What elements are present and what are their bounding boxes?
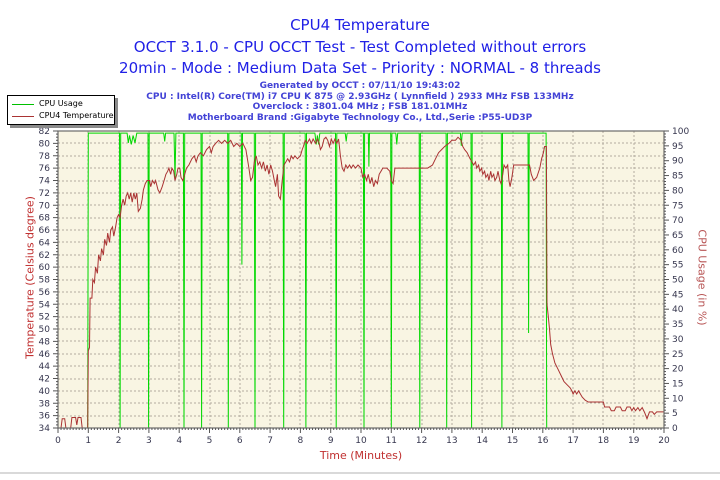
svg-text:17: 17 xyxy=(567,436,578,446)
cpu4-temperature-line-swatch xyxy=(12,115,34,117)
svg-text:56: 56 xyxy=(39,288,51,298)
svg-text:15: 15 xyxy=(507,436,518,446)
svg-text:40: 40 xyxy=(672,305,684,315)
svg-text:70: 70 xyxy=(39,201,51,211)
svg-text:76: 76 xyxy=(39,164,51,174)
cpu-usage-series xyxy=(58,132,664,429)
svg-text:20: 20 xyxy=(672,365,684,375)
svg-text:10: 10 xyxy=(672,394,684,404)
svg-text:72: 72 xyxy=(39,189,50,199)
svg-text:85: 85 xyxy=(672,172,683,182)
svg-text:7: 7 xyxy=(267,436,273,446)
svg-text:58: 58 xyxy=(39,276,51,286)
svg-text:38: 38 xyxy=(39,399,51,409)
svg-text:70: 70 xyxy=(672,216,684,226)
svg-text:5: 5 xyxy=(672,409,678,419)
svg-text:90: 90 xyxy=(672,157,684,167)
svg-text:52: 52 xyxy=(39,313,50,323)
svg-text:20: 20 xyxy=(658,436,670,446)
gridlines xyxy=(58,131,664,428)
svg-text:19: 19 xyxy=(628,436,640,446)
svg-text:48: 48 xyxy=(39,337,51,347)
page-title: CPU4 Temperature xyxy=(290,16,430,34)
svg-text:2: 2 xyxy=(116,436,122,446)
svg-text:42: 42 xyxy=(39,375,50,385)
cpu-usage-line-swatch xyxy=(12,103,34,105)
left-axis-label: Temperature (Celsius degree) xyxy=(23,196,37,359)
legend-label: CPU Usage xyxy=(39,99,83,108)
system-info-block: Generated by OCCT : 07/11/10 19:43:02 CP… xyxy=(0,81,720,123)
legend-label: CPU4 Temperature xyxy=(39,111,114,120)
svg-text:50: 50 xyxy=(672,276,684,286)
svg-text:66: 66 xyxy=(39,226,51,236)
svg-text:3: 3 xyxy=(146,436,152,446)
svg-text:46: 46 xyxy=(39,350,51,360)
svg-text:74: 74 xyxy=(39,177,51,187)
test-status-subtitle: OCCT 3.1.0 - CPU OCCT Test - Test Comple… xyxy=(133,38,587,56)
svg-text:40: 40 xyxy=(39,387,51,397)
svg-text:60: 60 xyxy=(39,263,51,273)
right-axis-label: CPU Usage (in %) xyxy=(695,229,709,326)
svg-text:100: 100 xyxy=(672,127,689,137)
test-settings-subtitle: 20min - Mode : Medium Data Set - Priorit… xyxy=(119,59,601,77)
svg-text:13: 13 xyxy=(446,436,457,446)
svg-text:9: 9 xyxy=(328,436,334,446)
svg-text:75: 75 xyxy=(672,201,683,211)
legend-item-cpu-usage: CPU Usage xyxy=(8,98,114,110)
svg-text:36: 36 xyxy=(39,412,51,422)
svg-text:14: 14 xyxy=(476,436,488,446)
svg-text:4: 4 xyxy=(176,436,182,446)
svg-text:0: 0 xyxy=(55,436,61,446)
svg-text:50: 50 xyxy=(39,325,51,335)
svg-text:5: 5 xyxy=(207,436,213,446)
svg-text:10: 10 xyxy=(355,436,367,446)
svg-text:45: 45 xyxy=(672,290,683,300)
svg-text:35: 35 xyxy=(672,320,683,330)
axis-ticks xyxy=(53,130,669,433)
svg-text:68: 68 xyxy=(39,214,51,224)
svg-text:62: 62 xyxy=(39,251,50,261)
legend-item-cpu4-temperature: CPU4 Temperature xyxy=(8,110,114,122)
svg-text:34: 34 xyxy=(39,424,51,434)
svg-text:1: 1 xyxy=(85,436,91,446)
svg-text:25: 25 xyxy=(672,350,683,360)
cpu-info-line: CPU : Intel(R) Core(TM) i7 CPU K 875 @ 2… xyxy=(146,91,574,102)
svg-text:80: 80 xyxy=(672,186,684,196)
svg-text:64: 64 xyxy=(39,238,51,248)
svg-text:6: 6 xyxy=(237,436,243,446)
svg-text:16: 16 xyxy=(537,436,549,446)
legend-box: CPU Usage CPU4 Temperature xyxy=(7,95,115,125)
svg-text:95: 95 xyxy=(672,142,683,152)
svg-text:60: 60 xyxy=(672,246,684,256)
cpu4-temperature-series xyxy=(58,136,664,429)
svg-text:11: 11 xyxy=(386,436,397,446)
svg-text:65: 65 xyxy=(672,231,683,241)
motherboard-info-line: Motherboard Brand :Gigabyte Technology C… xyxy=(187,112,533,123)
svg-text:12: 12 xyxy=(416,436,427,446)
svg-text:8: 8 xyxy=(298,436,304,446)
generated-by-line: Generated by OCCT : 07/11/10 19:43:02 xyxy=(259,81,461,91)
svg-text:54: 54 xyxy=(39,300,51,310)
svg-text:0: 0 xyxy=(672,424,678,434)
axis-tick-labels: 3436384042444648505254565860626466687072… xyxy=(39,127,690,446)
overclock-info-line: Overclock : 3801.04 MHz ; FSB 181.01MHz xyxy=(252,102,468,112)
svg-text:80: 80 xyxy=(39,139,51,149)
svg-text:15: 15 xyxy=(672,379,683,389)
svg-text:18: 18 xyxy=(598,436,610,446)
window-bottom-edge xyxy=(0,472,720,474)
x-axis-label: Time (Minutes) xyxy=(319,449,403,462)
svg-text:55: 55 xyxy=(672,261,683,271)
svg-text:78: 78 xyxy=(39,152,51,162)
svg-text:30: 30 xyxy=(672,335,684,345)
svg-text:44: 44 xyxy=(39,362,51,372)
svg-text:82: 82 xyxy=(39,127,50,137)
